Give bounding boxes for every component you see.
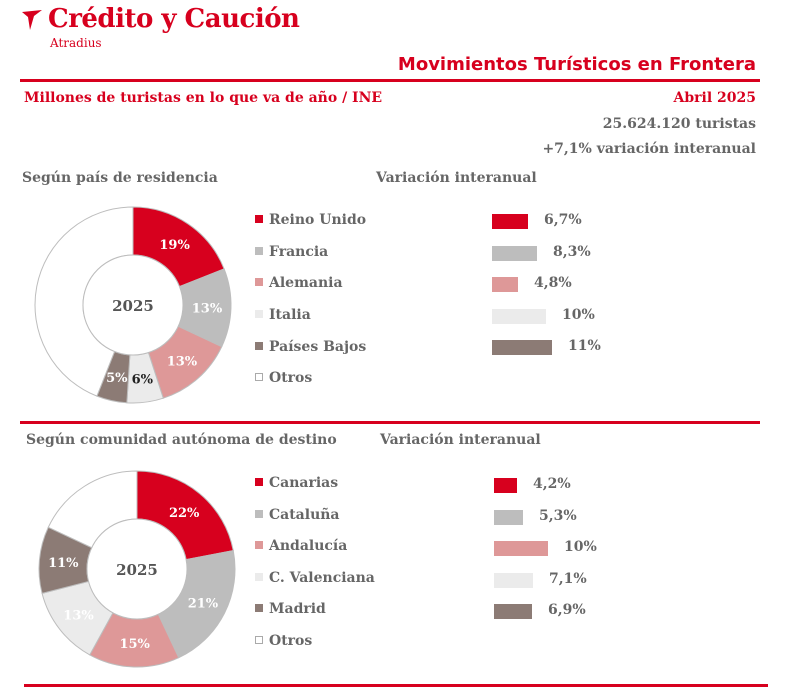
residence-section-title: Según país de residencia bbox=[22, 170, 218, 186]
donut-label-c-valenciana: 13% bbox=[63, 608, 94, 623]
destination-variation-bars: 4,2% 5,3% 10% 7,1% 6,9% bbox=[494, 476, 754, 628]
legend-item-paises-bajos: Países Bajos bbox=[255, 339, 366, 359]
destination-variation-title: Variación interanual bbox=[380, 432, 541, 448]
residence-donut-chart: 19% 13% 13% 6% 5% 2025 bbox=[20, 192, 246, 418]
variation-label-italia: 10% bbox=[562, 307, 595, 323]
donut-label-andalucia: 15% bbox=[119, 637, 150, 652]
donut-label-italia: 6% bbox=[132, 372, 154, 387]
year-variation: +7,1% variación interanual bbox=[542, 141, 756, 157]
legend-swatch bbox=[255, 604, 263, 612]
donut-hole bbox=[86, 518, 188, 620]
legend-swatch bbox=[255, 636, 263, 644]
legend-item-otros: Otros bbox=[255, 370, 312, 390]
brand-name: Crédito y Caución bbox=[48, 4, 300, 34]
donut-label-reino-unido: 19% bbox=[159, 238, 190, 253]
variation-bar-c-valenciana bbox=[494, 573, 533, 588]
variation-bar-alemania bbox=[492, 277, 518, 292]
variation-bar-andalucia bbox=[494, 541, 548, 556]
header-divider bbox=[20, 79, 760, 82]
section-divider bbox=[20, 421, 760, 424]
variation-label-alemania: 4,8% bbox=[534, 275, 572, 291]
report-period: Abril 2025 bbox=[673, 90, 756, 106]
variation-bar-francia bbox=[492, 246, 537, 261]
donut-label-paises-bajos: 5% bbox=[106, 371, 128, 386]
legend-item-francia: Francia bbox=[255, 244, 328, 264]
residence-variation-bars: 6,7% 8,3% 4,8% 10% 11% bbox=[492, 212, 752, 364]
legend-item-alemania: Alemania bbox=[255, 275, 343, 295]
legend-swatch bbox=[255, 373, 263, 381]
legend-item-cataluna: Cataluña bbox=[255, 507, 340, 527]
donut-label-canarias: 22% bbox=[169, 506, 200, 521]
report-title: Movimientos Turísticos en Frontera bbox=[397, 54, 756, 75]
legend-swatch bbox=[255, 478, 263, 486]
brand-mark-icon bbox=[22, 10, 42, 30]
legend-item-canarias: Canarias bbox=[255, 475, 338, 495]
donut-label-cataluna: 21% bbox=[188, 597, 219, 612]
variation-label-paises-bajos: 11% bbox=[568, 338, 601, 354]
variation-bar-italia bbox=[492, 309, 546, 324]
legend-swatch bbox=[255, 278, 263, 286]
variation-label-francia: 8,3% bbox=[553, 244, 591, 260]
variation-bar-paises-bajos bbox=[492, 340, 552, 355]
variation-label-madrid: 6,9% bbox=[548, 602, 586, 618]
donut-hole bbox=[82, 254, 184, 356]
variation-bar-cataluna bbox=[494, 510, 523, 525]
donut-center-label: 2025 bbox=[112, 297, 154, 315]
legend-swatch bbox=[255, 342, 263, 350]
donut-label-alemania: 13% bbox=[167, 355, 198, 370]
legend-item-otros-destino: Otros bbox=[255, 633, 312, 653]
legend-item-madrid: Madrid bbox=[255, 601, 326, 621]
variation-label-c-valenciana: 7,1% bbox=[549, 571, 587, 587]
legend-item-reino-unido: Reino Unido bbox=[255, 212, 366, 232]
donut-center-label: 2025 bbox=[116, 561, 158, 579]
destination-section-title: Según comunidad autónoma de destino bbox=[26, 432, 337, 448]
donut-label-francia: 13% bbox=[192, 301, 223, 316]
legend-item-c-valenciana: C. Valenciana bbox=[255, 570, 375, 590]
legend-swatch bbox=[255, 510, 263, 518]
legend-swatch bbox=[255, 541, 263, 549]
legend-swatch bbox=[255, 573, 263, 581]
variation-bar-canarias bbox=[494, 478, 517, 493]
donut-label-madrid: 11% bbox=[48, 556, 79, 571]
variation-bar-madrid bbox=[494, 604, 532, 619]
footer-divider bbox=[24, 684, 768, 687]
destination-donut-chart: 22% 21% 15% 13% 11% 2025 bbox=[24, 456, 250, 682]
legend-swatch bbox=[255, 247, 263, 255]
variation-label-cataluna: 5,3% bbox=[539, 508, 577, 524]
legend-item-andalucia: Andalucía bbox=[255, 538, 347, 558]
variation-label-andalucia: 10% bbox=[564, 539, 597, 555]
residence-variation-title: Variación interanual bbox=[376, 170, 537, 186]
variation-label-canarias: 4,2% bbox=[533, 476, 571, 492]
legend-swatch bbox=[255, 310, 263, 318]
variation-label-reino-unido: 6,7% bbox=[544, 212, 582, 228]
page-subtitle: Millones de turistas en lo que va de año… bbox=[24, 90, 383, 106]
brand-subtitle: Atradius bbox=[50, 36, 102, 50]
total-tourists: 25.624.120 turistas bbox=[602, 116, 756, 132]
legend-swatch bbox=[255, 215, 263, 223]
legend-item-italia: Italia bbox=[255, 307, 311, 327]
variation-bar-reino-unido bbox=[492, 214, 528, 229]
